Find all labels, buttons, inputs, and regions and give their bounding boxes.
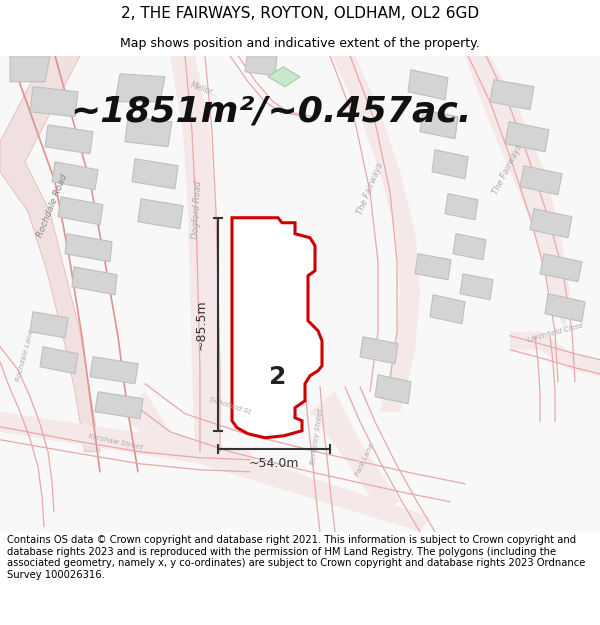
Polygon shape (115, 74, 165, 102)
Polygon shape (0, 56, 600, 532)
Polygon shape (510, 332, 600, 377)
Polygon shape (530, 209, 572, 238)
Text: Contains OS data © Crown copyright and database right 2021. This information is : Contains OS data © Crown copyright and d… (7, 535, 586, 580)
Text: ~1851m²/~0.457ac.: ~1851m²/~0.457ac. (70, 95, 472, 129)
Text: Map shows position and indicative extent of the property.: Map shows position and indicative extent… (120, 38, 480, 51)
Polygon shape (170, 56, 220, 452)
Polygon shape (30, 87, 78, 117)
Polygon shape (120, 392, 430, 532)
Text: Mellor...: Mellor... (190, 80, 221, 99)
Polygon shape (58, 197, 103, 225)
Polygon shape (445, 194, 478, 220)
Polygon shape (432, 150, 468, 179)
Text: ~85.5m: ~85.5m (195, 299, 208, 349)
Polygon shape (0, 412, 260, 467)
Polygon shape (360, 337, 398, 364)
Polygon shape (460, 56, 570, 332)
Polygon shape (408, 70, 448, 100)
Polygon shape (520, 166, 562, 195)
Text: Schofield St: Schofield St (209, 396, 251, 415)
Polygon shape (505, 122, 549, 152)
Polygon shape (0, 56, 100, 452)
Polygon shape (132, 159, 178, 189)
Polygon shape (72, 267, 117, 295)
Text: Rochdale Lane: Rochdale Lane (15, 329, 35, 382)
Polygon shape (420, 110, 458, 139)
Text: Berkeley Street: Berkeley Street (310, 408, 324, 465)
Text: Dogford Road: Dogford Road (191, 180, 203, 239)
Polygon shape (320, 56, 420, 412)
Text: The Fairways: The Fairways (355, 161, 385, 216)
Text: Park Lane: Park Lane (355, 442, 376, 478)
Polygon shape (90, 357, 138, 384)
Polygon shape (65, 234, 112, 262)
Polygon shape (490, 80, 534, 110)
Polygon shape (30, 312, 68, 338)
Polygon shape (375, 375, 411, 404)
Polygon shape (52, 162, 98, 190)
Polygon shape (232, 217, 322, 438)
Polygon shape (453, 234, 486, 260)
Polygon shape (545, 294, 585, 322)
Polygon shape (540, 254, 582, 282)
Polygon shape (40, 347, 78, 374)
Text: Rochdale Road: Rochdale Road (35, 173, 69, 239)
Polygon shape (245, 56, 277, 76)
Text: Larchfield Close: Larchfield Close (526, 322, 584, 342)
Polygon shape (138, 199, 183, 229)
Polygon shape (310, 392, 400, 512)
Text: The Fairways: The Fairways (491, 142, 524, 196)
Polygon shape (95, 392, 143, 419)
Text: 2: 2 (269, 365, 287, 389)
Polygon shape (415, 254, 451, 280)
Text: Kershaw Street: Kershaw Street (87, 433, 143, 451)
Text: ~54.0m: ~54.0m (249, 457, 299, 470)
Polygon shape (268, 67, 300, 87)
Polygon shape (430, 295, 465, 324)
Polygon shape (45, 125, 93, 154)
Polygon shape (10, 56, 50, 82)
Polygon shape (460, 274, 493, 300)
Text: 2, THE FAIRWAYS, ROYTON, OLDHAM, OL2 6GD: 2, THE FAIRWAYS, ROYTON, OLDHAM, OL2 6GD (121, 6, 479, 21)
Polygon shape (125, 117, 172, 147)
